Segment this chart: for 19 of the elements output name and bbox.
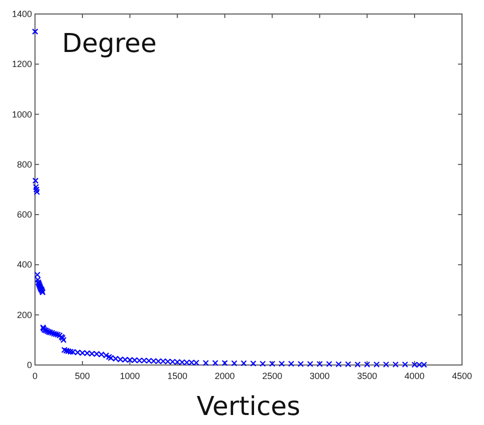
y-tick-label: 0 [26,360,32,370]
y-tick-label: 600 [16,210,32,220]
y-tick-label: 1000 [12,109,32,120]
x-tick-label: 1500 [167,371,188,381]
y-tick-label: 1200 [12,59,32,70]
y-tick-label: 800 [16,159,32,170]
x-tick-label: 4500 [452,371,472,381]
text: Degree [62,29,157,59]
x-tick-label: 3500 [357,371,378,381]
x-tick-label: 3000 [310,371,330,381]
y-tick-label: 1400 [12,9,32,19]
x-tick-label: 500 [74,371,90,381]
y-tick-label: 200 [16,310,32,320]
y-tick-label: 400 [16,260,32,270]
x-tick-label: 2500 [262,371,282,381]
x-axis-title: Vertices [196,392,300,422]
x-tick-label: 1000 [120,371,140,381]
x-tick-label: 4000 [404,371,425,381]
x-tick-label: 2000 [214,371,235,381]
